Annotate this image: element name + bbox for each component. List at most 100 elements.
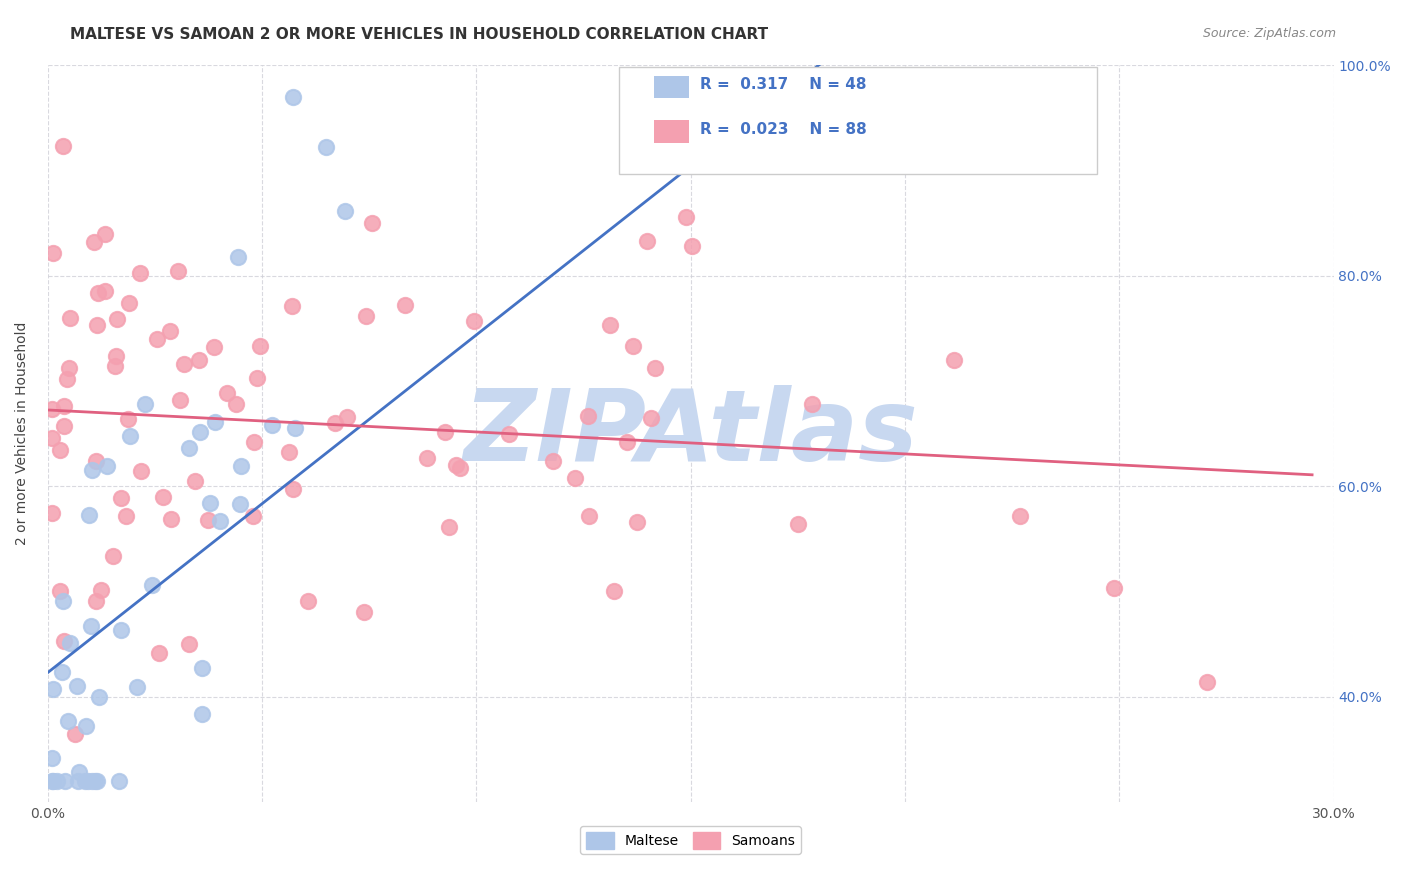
Point bbox=[200, 496, 222, 510]
Point bbox=[52, 399, 75, 413]
Point bbox=[226, 250, 249, 264]
Point bbox=[191, 661, 214, 675]
Point bbox=[131, 464, 153, 478]
Point bbox=[184, 474, 207, 488]
Point bbox=[208, 515, 231, 529]
Point bbox=[86, 286, 108, 301]
Point bbox=[148, 646, 170, 660]
Point bbox=[416, 451, 439, 466]
Point bbox=[56, 714, 79, 728]
Point bbox=[433, 425, 456, 440]
Point bbox=[446, 458, 468, 472]
Point bbox=[52, 418, 75, 433]
Point bbox=[66, 774, 89, 789]
Point bbox=[246, 371, 269, 385]
Point bbox=[564, 471, 586, 485]
Point bbox=[204, 416, 226, 430]
Point bbox=[77, 774, 100, 789]
Point bbox=[325, 417, 347, 431]
Point bbox=[284, 421, 307, 435]
Point bbox=[787, 517, 810, 532]
Point bbox=[58, 360, 80, 375]
Point bbox=[603, 584, 626, 599]
Point bbox=[1102, 581, 1125, 595]
Point bbox=[42, 774, 65, 789]
Point bbox=[297, 594, 319, 608]
Point bbox=[229, 459, 252, 474]
Point bbox=[179, 637, 201, 651]
Point bbox=[942, 353, 965, 368]
Point bbox=[681, 239, 703, 253]
Point bbox=[1195, 675, 1218, 690]
Text: R =  0.317    N = 48: R = 0.317 N = 48 bbox=[700, 78, 866, 92]
Point bbox=[894, 37, 917, 51]
Point bbox=[94, 284, 117, 298]
Point bbox=[141, 578, 163, 592]
Point bbox=[52, 594, 75, 608]
Point bbox=[936, 37, 959, 51]
Point bbox=[82, 463, 104, 477]
Point bbox=[110, 624, 132, 638]
Point bbox=[67, 764, 90, 779]
Point bbox=[204, 341, 226, 355]
Text: MALTESE VS SAMOAN 2 OR MORE VEHICLES IN HOUSEHOLD CORRELATION CHART: MALTESE VS SAMOAN 2 OR MORE VEHICLES IN … bbox=[70, 27, 769, 42]
Point bbox=[217, 385, 239, 400]
Point bbox=[242, 434, 264, 449]
Point bbox=[41, 246, 63, 260]
Point bbox=[48, 583, 70, 598]
Point bbox=[225, 397, 247, 411]
Point bbox=[578, 508, 600, 523]
Point bbox=[640, 410, 662, 425]
Point bbox=[84, 453, 107, 467]
Point bbox=[115, 508, 138, 523]
Point bbox=[229, 497, 252, 511]
Point bbox=[336, 409, 359, 424]
Point bbox=[1108, 37, 1130, 51]
Point bbox=[260, 417, 283, 432]
Point bbox=[80, 619, 103, 633]
Point bbox=[281, 90, 304, 104]
Point bbox=[55, 372, 77, 386]
Point bbox=[169, 392, 191, 407]
Point bbox=[107, 312, 129, 326]
Point bbox=[82, 774, 104, 789]
Point bbox=[315, 139, 337, 153]
Point bbox=[93, 227, 115, 241]
Point bbox=[59, 635, 82, 649]
Point bbox=[173, 357, 195, 371]
Point bbox=[1010, 508, 1032, 523]
Point bbox=[41, 431, 63, 445]
Point bbox=[437, 520, 460, 534]
Point bbox=[65, 727, 87, 741]
Point bbox=[177, 441, 200, 455]
Point bbox=[616, 434, 638, 449]
Point bbox=[242, 508, 264, 523]
Point bbox=[197, 513, 219, 527]
Point bbox=[49, 443, 72, 458]
Point bbox=[394, 298, 416, 312]
Point bbox=[41, 751, 63, 765]
Legend: Maltese, Samoans: Maltese, Samoans bbox=[581, 826, 801, 855]
Point bbox=[249, 339, 271, 353]
Point bbox=[159, 324, 181, 338]
Point bbox=[103, 359, 125, 373]
Point bbox=[801, 396, 824, 410]
Point bbox=[52, 633, 75, 648]
Point bbox=[84, 774, 107, 789]
Point bbox=[675, 210, 697, 224]
Point bbox=[84, 594, 107, 608]
Point bbox=[105, 349, 128, 363]
Point bbox=[280, 299, 302, 313]
Point bbox=[41, 506, 63, 520]
Point bbox=[75, 719, 97, 733]
Point bbox=[152, 490, 174, 504]
Point bbox=[498, 427, 520, 442]
Point bbox=[101, 549, 124, 564]
Point bbox=[73, 773, 96, 788]
Point bbox=[41, 774, 63, 789]
Point bbox=[53, 774, 76, 789]
Point bbox=[361, 216, 384, 230]
Point bbox=[120, 428, 142, 442]
Text: Source: ZipAtlas.com: Source: ZipAtlas.com bbox=[1202, 27, 1336, 40]
Point bbox=[191, 706, 214, 721]
